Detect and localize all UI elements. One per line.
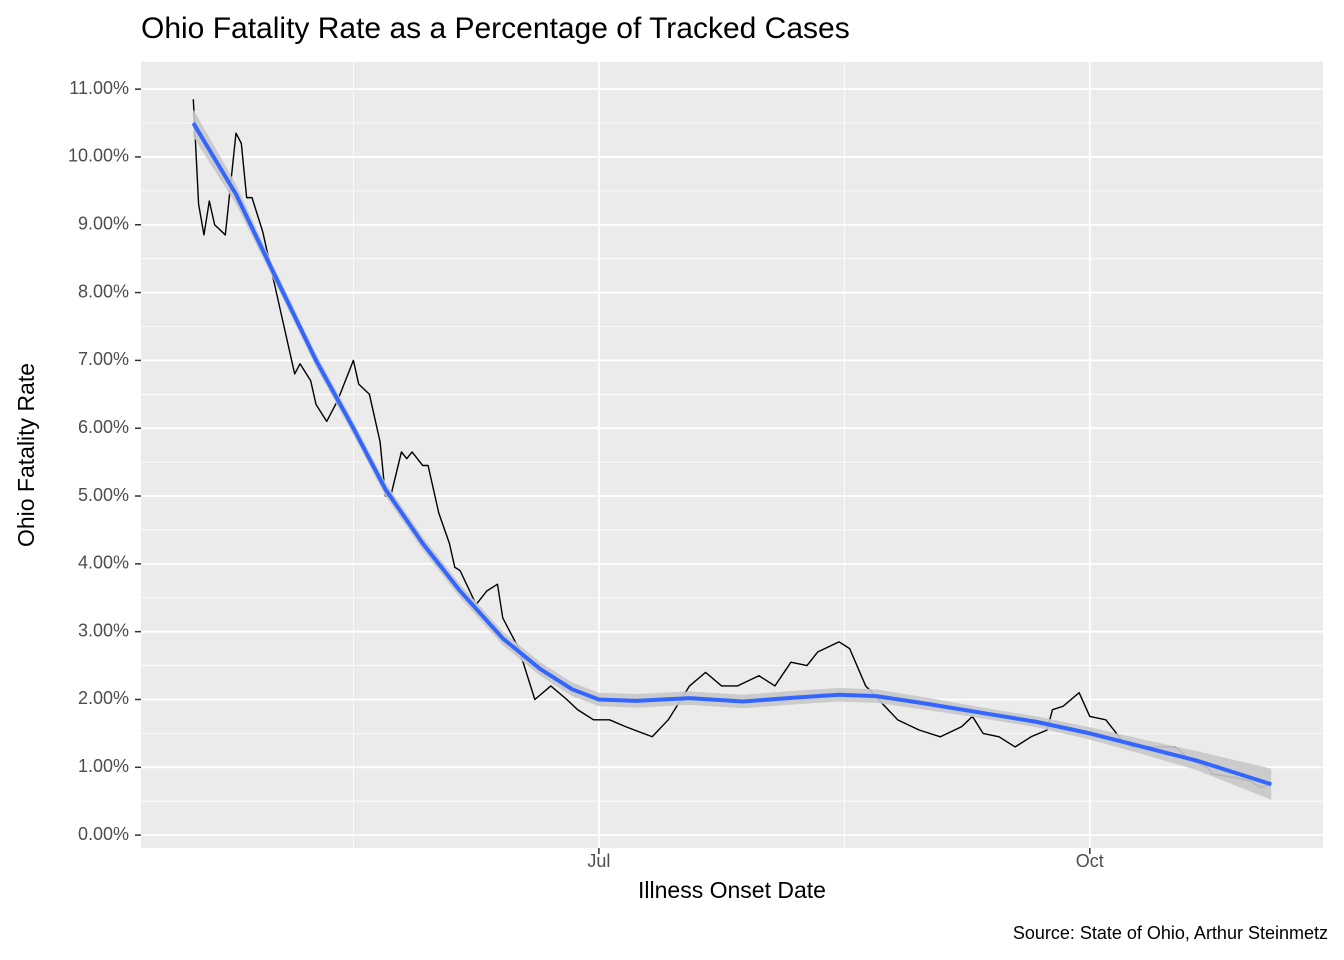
y-tick-label: 6.00% xyxy=(78,417,129,437)
x-axis-label: Illness Onset Date xyxy=(638,877,826,903)
y-tick-label: 3.00% xyxy=(78,620,129,640)
y-tick-label: 10.00% xyxy=(68,146,129,166)
y-tick-label: 11.00% xyxy=(69,78,129,98)
y-tick-label: 4.00% xyxy=(78,553,129,573)
y-tick-label: 9.00% xyxy=(78,214,129,234)
x-tick-label: Oct xyxy=(1076,851,1104,871)
y-tick-label: 7.00% xyxy=(78,349,129,369)
y-tick-label: 2.00% xyxy=(78,688,129,708)
chart-title: Ohio Fatality Rate as a Percentage of Tr… xyxy=(141,12,850,45)
y-tick-label: 8.00% xyxy=(78,281,129,301)
y-tick-label: 1.00% xyxy=(78,756,129,776)
y-tick-label: 0.00% xyxy=(78,824,129,844)
smooth-line xyxy=(191,122,1272,787)
y-axis-label: Ohio Fatality Rate xyxy=(13,363,39,547)
data-line xyxy=(192,99,1272,789)
caption: Source: State of Ohio, Arthur Steinmetz xyxy=(1013,923,1328,943)
plot-panel xyxy=(141,62,1323,848)
y-tick-label: 5.00% xyxy=(78,485,129,505)
x-tick-label: Jul xyxy=(587,851,610,871)
